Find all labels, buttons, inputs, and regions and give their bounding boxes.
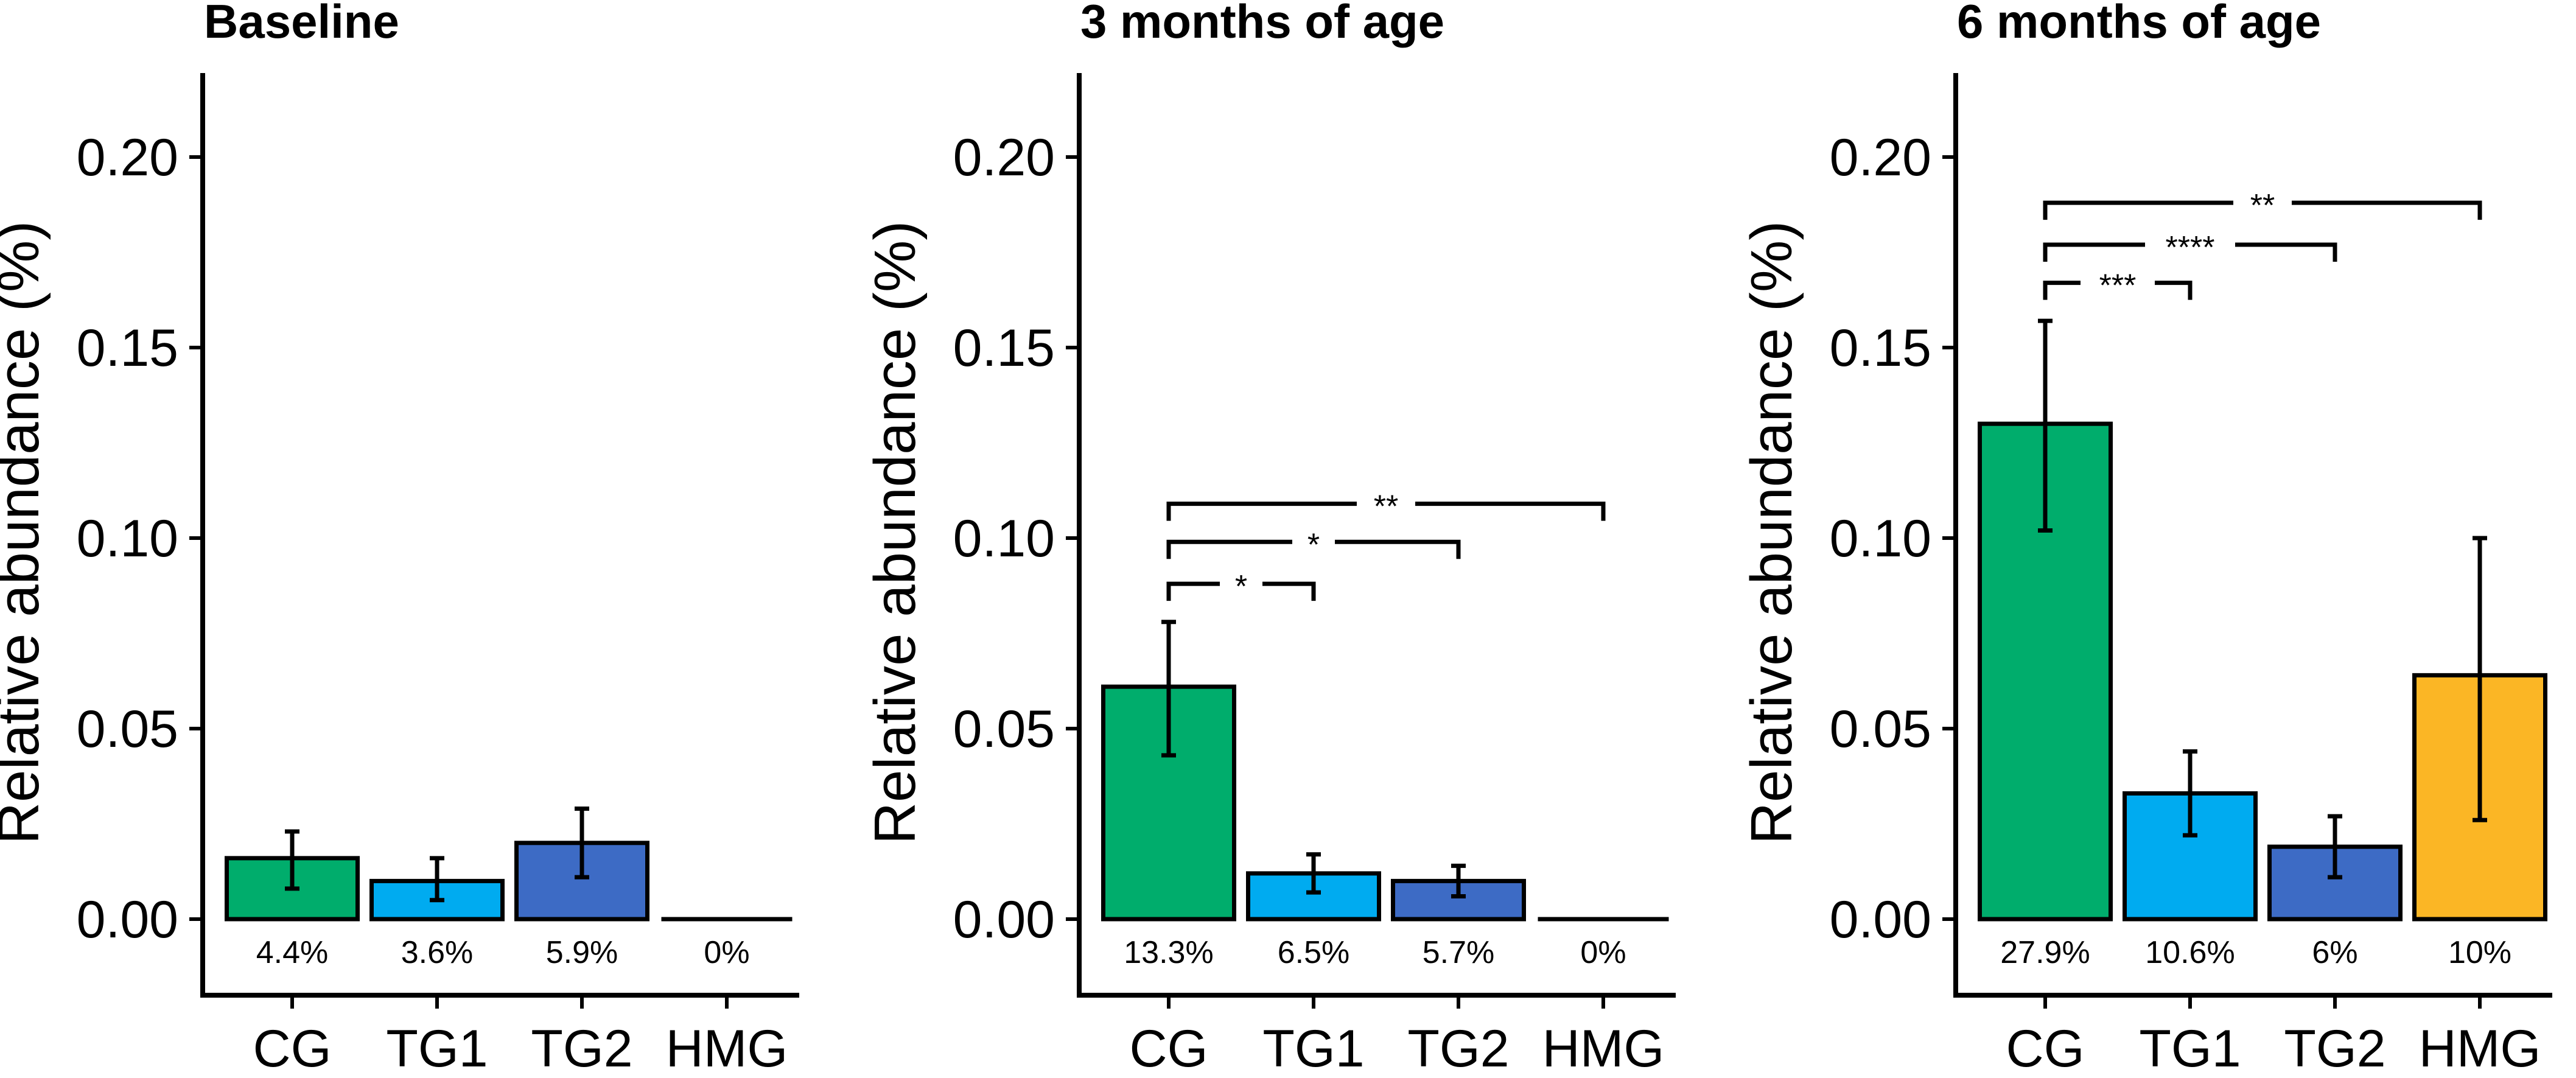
percent-label: 10% <box>2448 935 2511 970</box>
percent-label: 5.7% <box>1423 935 1495 970</box>
x-tick-label: HMG <box>2419 1020 2541 1075</box>
significance-bracket-left <box>2043 200 2233 220</box>
y-axis-title: Relative abundance (%) <box>0 221 51 845</box>
percent-label: 10.6% <box>2145 935 2235 970</box>
y-tick-label: 0.00 <box>77 891 178 949</box>
significance-bracket-left <box>2043 281 2081 300</box>
y-tick-label: 0.00 <box>1830 891 1931 949</box>
percent-label: 27.9% <box>2000 935 2090 970</box>
significance-bracket-right <box>1415 502 1606 521</box>
y-tick-label: 0.20 <box>1830 128 1931 187</box>
significance-bracket-right <box>1335 539 1461 559</box>
x-tick-label: CG <box>2006 1020 2085 1075</box>
y-tick-label: 0.20 <box>953 128 1055 187</box>
percent-label: 13.3% <box>1124 935 1213 970</box>
y-tick-label: 0.15 <box>1830 319 1931 377</box>
y-tick-label: 0.10 <box>953 509 1055 568</box>
x-tick-label: TG2 <box>1407 1020 1509 1075</box>
x-tick-label: TG1 <box>386 1020 488 1075</box>
y-tick-label: 0.00 <box>953 891 1055 949</box>
y-axis-title: Relative abundance (%) <box>1739 221 1804 845</box>
panel-title: Baseline <box>204 0 399 48</box>
x-tick-label: TG2 <box>2284 1020 2385 1075</box>
significance-label: * <box>1235 569 1247 604</box>
significance-bracket-right <box>2292 200 2482 220</box>
y-axis-title: Relative abundance (%) <box>863 221 928 845</box>
percent-label: 0% <box>704 935 749 970</box>
x-tick-label: HMG <box>1542 1020 1665 1075</box>
significance-bracket-right <box>2155 281 2193 300</box>
significance-bracket-left <box>2043 242 2145 262</box>
x-tick-label: CG <box>1130 1020 1208 1075</box>
y-tick-label: 0.05 <box>1830 700 1931 758</box>
y-tick-label: 0.15 <box>77 319 178 377</box>
significance-bracket-right <box>1262 581 1316 601</box>
x-tick-label: CG <box>253 1020 332 1075</box>
significance-label: ** <box>2250 188 2275 223</box>
panel-title: 3 months of age <box>1080 0 1444 48</box>
significance-bracket-right <box>2235 242 2337 262</box>
y-tick-label: 0.20 <box>77 128 178 187</box>
y-tick-label: 0.10 <box>77 509 178 568</box>
x-tick-label: HMG <box>666 1020 788 1075</box>
chart-panel-3: 6 months of age Relative abundance (%) 0.0… <box>1739 0 2552 1078</box>
significance-label: * <box>1307 527 1320 562</box>
percent-label: 3.6% <box>401 935 474 970</box>
significance-bracket-left <box>1166 539 1292 559</box>
percent-label: 0% <box>1580 935 1626 970</box>
percent-label: 6.5% <box>1278 935 1350 970</box>
percent-label: 4.4% <box>256 935 329 970</box>
percent-label: 6% <box>2312 935 2357 970</box>
y-tick-label: 0.15 <box>953 319 1055 377</box>
chart-panel-2: 3 months of age Relative abundance (%) 0.0… <box>863 0 1676 1078</box>
x-tick-label: TG1 <box>1262 1020 1364 1075</box>
y-tick-label: 0.05 <box>953 700 1055 758</box>
y-tick-label: 0.05 <box>77 700 178 758</box>
x-tick-label: TG1 <box>2139 1020 2241 1075</box>
significance-label: ** <box>1374 489 1398 525</box>
significance-bracket-left <box>1166 581 1220 601</box>
percent-label: 5.9% <box>546 935 618 970</box>
significance-label: **** <box>2166 230 2215 265</box>
panel-title: 6 months of age <box>1957 0 2321 48</box>
x-tick-label: TG2 <box>531 1020 632 1075</box>
significance-bracket-left <box>1166 502 1357 521</box>
chart-panel-1: Baseline Relative abundance (%) 0.00 0.05 0.… <box>0 0 799 1078</box>
significance-label: *** <box>2099 268 2137 304</box>
y-tick-label: 0.10 <box>1830 509 1931 568</box>
